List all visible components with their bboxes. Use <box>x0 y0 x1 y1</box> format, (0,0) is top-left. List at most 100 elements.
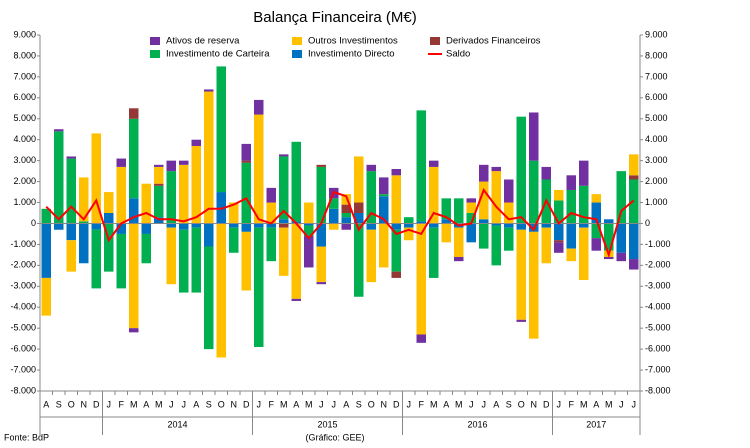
bar <box>91 229 101 289</box>
bar <box>454 256 464 262</box>
bar <box>104 192 114 213</box>
bar <box>341 213 351 218</box>
bar <box>479 164 489 182</box>
x-tick-label: F <box>269 399 275 409</box>
bar <box>129 108 139 119</box>
bar <box>516 229 526 320</box>
bar <box>516 223 526 230</box>
x-tick-label: O <box>518 399 525 409</box>
x-tick-label: M <box>155 399 163 409</box>
bar <box>54 223 64 230</box>
bar <box>366 171 376 224</box>
y2-tick-label: 1.000 <box>645 197 668 207</box>
bar <box>279 219 289 224</box>
bar <box>266 202 276 224</box>
x-tick-label: M <box>280 399 288 409</box>
credit: (Gráfico: GEE) <box>305 432 364 442</box>
bar <box>54 131 64 224</box>
bar <box>629 223 639 260</box>
bar <box>541 166 551 180</box>
bar <box>404 227 414 241</box>
x-tick-label: N <box>381 399 388 409</box>
bar <box>166 160 176 172</box>
y-tick-label: 0 <box>31 218 36 228</box>
year-label: 2015 <box>317 419 337 429</box>
bar <box>129 223 139 329</box>
x-tick-label: J <box>632 399 637 409</box>
y2-tick-label: 4.000 <box>645 134 668 144</box>
bar <box>291 223 301 299</box>
bar <box>191 139 201 146</box>
bar <box>566 175 576 190</box>
bar <box>216 223 226 358</box>
bar <box>154 183 164 186</box>
bar <box>204 89 214 92</box>
legend-swatch <box>150 50 160 58</box>
x-tick-label: A <box>43 399 49 409</box>
bar <box>429 160 439 167</box>
bar <box>54 129 64 132</box>
bar <box>141 223 151 234</box>
y2-tick-label: 2.000 <box>645 176 668 186</box>
y-tick-label: 9.000 <box>13 29 36 39</box>
bar <box>354 213 364 224</box>
x-tick-label: D <box>93 399 100 409</box>
bar <box>316 282 326 285</box>
bar <box>116 166 126 224</box>
bar <box>416 221 426 224</box>
bar <box>566 248 576 262</box>
bar <box>541 227 551 264</box>
bar <box>116 223 126 234</box>
bar <box>554 189 564 201</box>
x-tick-label: F <box>569 399 575 409</box>
year-label: 2014 <box>167 419 187 429</box>
bar <box>279 227 289 276</box>
bar <box>166 171 176 224</box>
y2-tick-label: 8.000 <box>645 50 668 60</box>
bar <box>279 156 289 220</box>
source: Fonte: BdP <box>4 432 49 442</box>
bar <box>179 160 189 165</box>
bar <box>341 223 351 230</box>
legend-label: Investimento Directo <box>308 49 395 60</box>
bar <box>66 156 76 159</box>
bar <box>379 196 389 224</box>
bar <box>116 233 126 289</box>
bar <box>629 154 639 176</box>
bar <box>504 227 514 251</box>
x-tick-label: M <box>130 399 138 409</box>
bar <box>454 227 464 257</box>
legend-label: Derivados Financeiros <box>446 36 541 47</box>
bar <box>466 223 476 243</box>
x-tick-label: S <box>356 399 362 409</box>
bar <box>254 114 264 224</box>
bar <box>304 236 314 268</box>
bar <box>629 175 639 180</box>
bar <box>241 143 251 161</box>
bar <box>416 223 426 335</box>
bar <box>529 231 539 339</box>
bar <box>391 169 401 176</box>
bar <box>366 229 376 283</box>
bar <box>341 194 351 205</box>
legend-swatch <box>150 37 160 45</box>
y2-tick-label: -6.000 <box>645 343 671 353</box>
bar <box>554 242 564 253</box>
bar <box>391 223 401 230</box>
bar <box>179 164 189 224</box>
x-tick-label: J <box>469 399 474 409</box>
bar <box>404 217 414 224</box>
y2-tick-label: -8.000 <box>645 385 671 395</box>
x-tick-label: A <box>143 399 149 409</box>
bar <box>591 202 601 224</box>
bar <box>204 223 214 247</box>
x-tick-label: O <box>68 399 75 409</box>
bar <box>341 217 351 224</box>
bar <box>379 177 389 195</box>
bar <box>616 223 626 253</box>
bar <box>279 154 289 157</box>
bar <box>191 227 201 293</box>
bar <box>254 99 264 115</box>
y-tick-label: 8.000 <box>13 50 36 60</box>
bar <box>329 198 339 209</box>
